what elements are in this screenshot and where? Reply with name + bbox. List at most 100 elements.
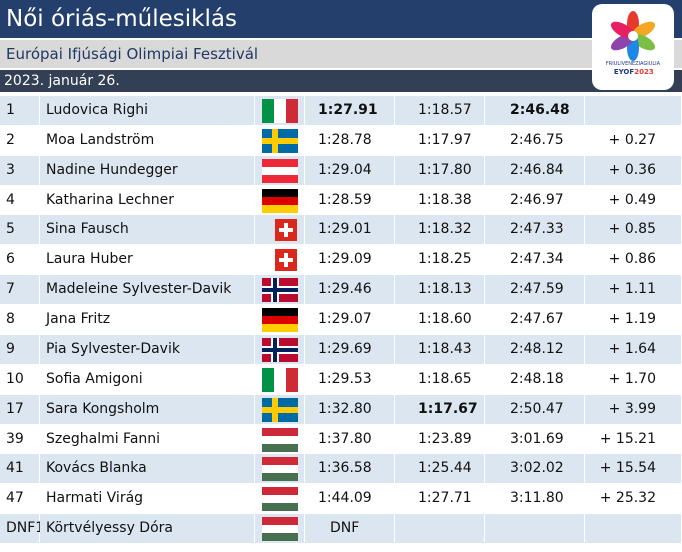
- cell: Szeghalmi Fanni: [40, 424, 255, 454]
- cell: 47: [0, 484, 40, 514]
- cell: 4: [0, 185, 40, 215]
- cell: + 1.19: [585, 305, 682, 335]
- cell: 1:18.38: [395, 185, 485, 215]
- cell: 2: [0, 125, 40, 155]
- cell: + 0.36: [585, 155, 682, 185]
- cell: Sina Fausch: [40, 215, 255, 245]
- flag: [261, 397, 298, 422]
- cell: 8: [0, 305, 40, 335]
- cell: 1:44.09: [305, 484, 395, 514]
- cell: 1:29.46: [305, 275, 395, 305]
- cell: 1:27.91: [305, 96, 395, 125]
- cell: DNF1: [0, 514, 44, 544]
- logo-text: FRIULIVENEZIAGIULIA: [606, 61, 661, 67]
- cell: 1:28.59: [305, 185, 395, 215]
- flag: [261, 99, 298, 123]
- cell: 1:36.58: [305, 454, 395, 484]
- cell: Ludovica Righi: [40, 96, 255, 125]
- flag: [261, 308, 298, 333]
- logo-graphic: FRIULIVENEZIAGIULIA EYOF 2023: [606, 11, 661, 76]
- flag-cell: [255, 305, 305, 335]
- cell: 10: [0, 364, 40, 394]
- cell: 1:29.09: [305, 245, 395, 275]
- cell: [585, 96, 682, 125]
- flag-cell: [255, 454, 305, 484]
- cell: 1:18.60: [395, 305, 485, 335]
- flag: [261, 517, 298, 542]
- cell: 1:29.53: [305, 364, 395, 394]
- flag: [261, 188, 298, 213]
- cell: Kovács Blanka: [40, 454, 255, 484]
- cell: 2:48.12: [485, 334, 585, 364]
- cell: Madeleine Sylvester-Davik: [40, 275, 255, 305]
- cell: 1:37.80: [305, 424, 395, 454]
- cell: 5: [0, 215, 40, 245]
- cell: + 0.27: [585, 125, 682, 155]
- cell: 1:29.04: [305, 155, 395, 185]
- logo-text: EYOF: [614, 68, 635, 76]
- flag: [261, 128, 298, 153]
- flag-cell: [255, 215, 305, 245]
- logo: FRIULIVENEZIAGIULIA EYOF 2023: [592, 4, 674, 90]
- cell: 1:32.80: [305, 394, 395, 424]
- flag: [275, 249, 297, 272]
- cell: 2:50.47: [485, 394, 585, 424]
- cell: + 1.11: [585, 275, 682, 305]
- cell: Moa Landström: [40, 125, 255, 155]
- cell: 1:25.44: [395, 454, 485, 484]
- cell: [485, 514, 585, 544]
- cell: Katharina Lechner: [40, 185, 255, 215]
- cell: 17: [0, 394, 40, 424]
- cell: 9: [0, 334, 40, 364]
- cell: 1:29.01: [305, 215, 395, 245]
- flag-cell: [255, 185, 305, 215]
- cell: Körtvélyessy Dóra: [40, 514, 255, 544]
- cell: + 15.54: [585, 454, 682, 484]
- cell: 3:02.02: [485, 454, 585, 484]
- cell: 3:01.69: [485, 424, 585, 454]
- cell: + 3.99: [585, 394, 682, 424]
- flag-cell: [255, 155, 305, 185]
- flag: [261, 158, 298, 183]
- flag: [261, 487, 298, 512]
- flag: [261, 457, 298, 482]
- flag-cell: [255, 364, 305, 394]
- cell: [395, 514, 485, 544]
- cell: 41: [0, 454, 40, 484]
- flag-cell: [255, 394, 305, 424]
- cell: 1:18.43: [395, 334, 485, 364]
- cell: + 0.49: [585, 185, 682, 215]
- cell: 1: [0, 96, 40, 125]
- cell: 1:27.71: [395, 484, 485, 514]
- cell: 2:47.33: [485, 215, 585, 245]
- flag-cell: [255, 275, 305, 305]
- logo-text: 2023: [634, 68, 654, 76]
- flag: [261, 427, 298, 452]
- cell: Laura Huber: [40, 245, 255, 275]
- cell: + 1.64: [585, 334, 682, 364]
- cell: + 0.85: [585, 215, 682, 245]
- date: 2023. január 26.: [0, 70, 682, 92]
- flag-cell: [255, 125, 305, 155]
- cell: 2:47.34: [485, 245, 585, 275]
- cell: 2:46.84: [485, 155, 585, 185]
- flag-cell: [255, 424, 305, 454]
- cell: 3:11.80: [485, 484, 585, 514]
- cell: 2:46.75: [485, 125, 585, 155]
- cell: Nadine Hundegger: [40, 155, 255, 185]
- flag: [275, 219, 297, 242]
- cell: 1:23.89: [395, 424, 485, 454]
- cell: 1:17.97: [395, 125, 485, 155]
- flag-cell: [255, 334, 305, 364]
- cell: 2:46.48: [485, 96, 585, 125]
- cell: 7: [0, 275, 40, 305]
- cell: 1:29.07: [305, 305, 395, 335]
- flag-cell: [255, 514, 305, 544]
- subtitle: Európai Ifjúsági Olimpiai Fesztivál: [0, 40, 682, 68]
- cell: Harmati Virág: [40, 484, 255, 514]
- cell: 1:18.65: [395, 364, 485, 394]
- cell: 1:17.67: [395, 394, 485, 424]
- flag: [261, 367, 298, 392]
- cell: 2:46.97: [485, 185, 585, 215]
